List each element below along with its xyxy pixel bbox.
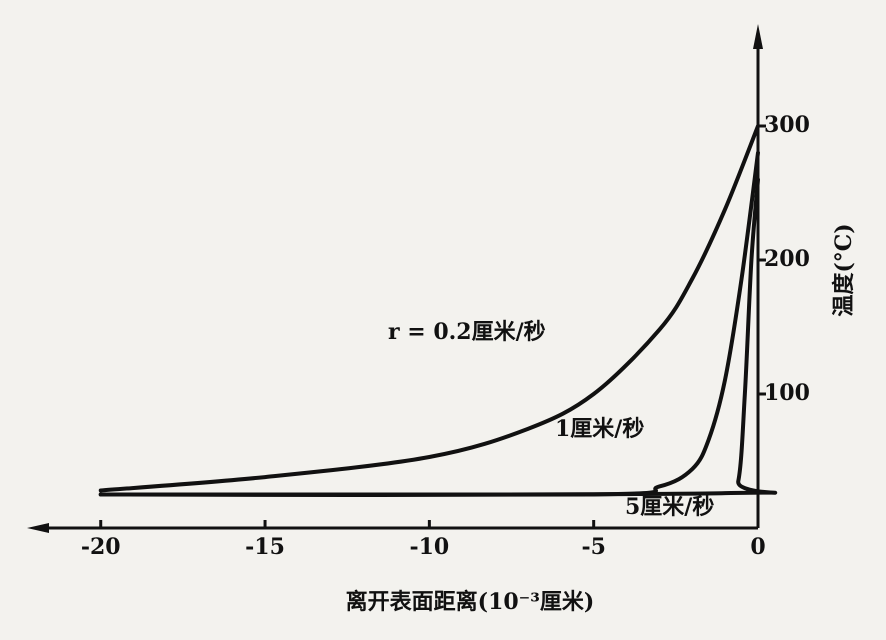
line-curve [98,124,760,493]
y-axis-arrow [753,24,763,49]
y-tick-label: 100 [764,380,810,406]
y-tick-label: 300 [764,112,810,138]
x-tick-label: -20 [81,534,121,560]
x-tick-label: 0 [750,534,765,560]
x-axis-label: 离开表面距离(10⁻³厘米) [346,589,595,615]
series-label: 1厘米/秒 [555,416,644,442]
line-curve [98,177,778,497]
series-label: 5厘米/秒 [625,494,714,520]
series-label: r = 0.2厘米/秒 [388,319,546,345]
x-tick-label: -5 [581,534,605,560]
y-tick-label: 200 [764,246,810,272]
x-axis-arrow [27,523,49,533]
x-tick-label: -10 [409,534,449,560]
x-tick-label: -15 [245,534,285,560]
y-axis-label: 温度(°C) [831,223,857,316]
